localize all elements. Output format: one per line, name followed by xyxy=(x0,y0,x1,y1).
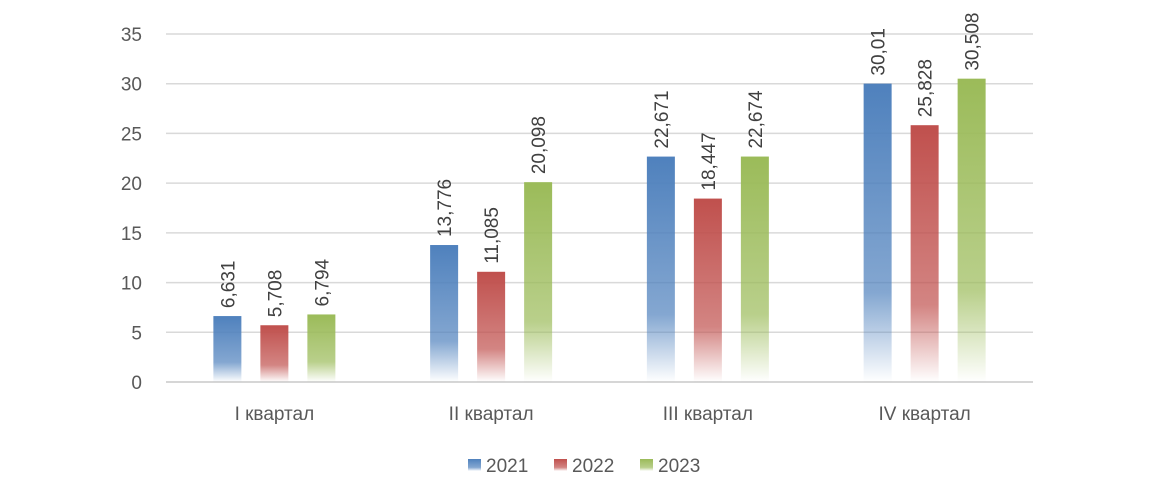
data-label: 6,794 xyxy=(312,258,333,306)
bar-2021-4 xyxy=(863,83,892,382)
bar-2022-3 xyxy=(693,198,722,382)
gridlines xyxy=(166,33,1033,383)
data-label: 22,674 xyxy=(746,90,767,149)
bar-2022-4 xyxy=(910,125,939,382)
y-tick-label: 25 xyxy=(121,124,142,145)
data-label: 18,447 xyxy=(699,132,720,190)
legend-label: 2021 xyxy=(486,456,528,477)
x-category-label: I квартал xyxy=(235,404,315,425)
bar-2022-2 xyxy=(477,271,506,382)
legend-swatch xyxy=(468,459,481,471)
bar-2021-2 xyxy=(430,245,459,382)
legend-item-2021: 2021 xyxy=(468,456,528,477)
legend: 2021 2022 2023 xyxy=(468,456,700,477)
bars xyxy=(213,78,986,382)
y-tick-label: 20 xyxy=(121,174,142,195)
y-tick-label: 0 xyxy=(131,373,142,394)
x-category-label: IV квартал xyxy=(878,404,970,425)
bar-2021-1 xyxy=(213,316,242,382)
data-labels: 6,631 5,708 6,794 13,776 11,085 20,098 22,671 1… xyxy=(218,13,983,318)
data-label: 20,098 xyxy=(529,116,550,174)
x-axis-categories: I квартал II квартал III квартал IV квартал xyxy=(235,404,971,425)
data-label: 6,631 xyxy=(218,261,239,309)
data-label: 11,085 xyxy=(482,207,503,264)
data-label: 5,708 xyxy=(265,270,286,318)
x-category-label: III квартал xyxy=(663,404,753,425)
legend-item-2023: 2023 xyxy=(640,456,700,477)
bar-2023-1 xyxy=(307,314,336,382)
y-tick-label: 30 xyxy=(121,75,142,96)
bar-2022-1 xyxy=(260,325,289,382)
y-axis-ticks: 0 5 10 15 20 25 30 35 xyxy=(121,25,142,394)
bar-2021-3 xyxy=(646,156,675,382)
data-label: 30,01 xyxy=(869,28,890,76)
data-label: 22,671 xyxy=(652,90,673,148)
legend-item-2022: 2022 xyxy=(554,456,614,477)
legend-label: 2023 xyxy=(658,456,700,477)
y-tick-label: 35 xyxy=(121,25,142,46)
legend-label: 2022 xyxy=(572,456,614,477)
legend-swatch xyxy=(640,459,653,471)
data-label: 25,828 xyxy=(916,59,937,117)
bar-2023-3 xyxy=(740,156,769,382)
data-label: 30,508 xyxy=(963,13,984,71)
y-tick-label: 15 xyxy=(121,224,142,245)
bar-2023-4 xyxy=(957,78,986,382)
y-tick-label: 10 xyxy=(121,274,142,295)
bar-2023-2 xyxy=(524,182,553,382)
x-category-label: II квартал xyxy=(449,404,534,425)
y-tick-label: 5 xyxy=(131,323,142,344)
legend-swatch xyxy=(554,459,567,471)
data-label: 13,776 xyxy=(435,179,456,237)
